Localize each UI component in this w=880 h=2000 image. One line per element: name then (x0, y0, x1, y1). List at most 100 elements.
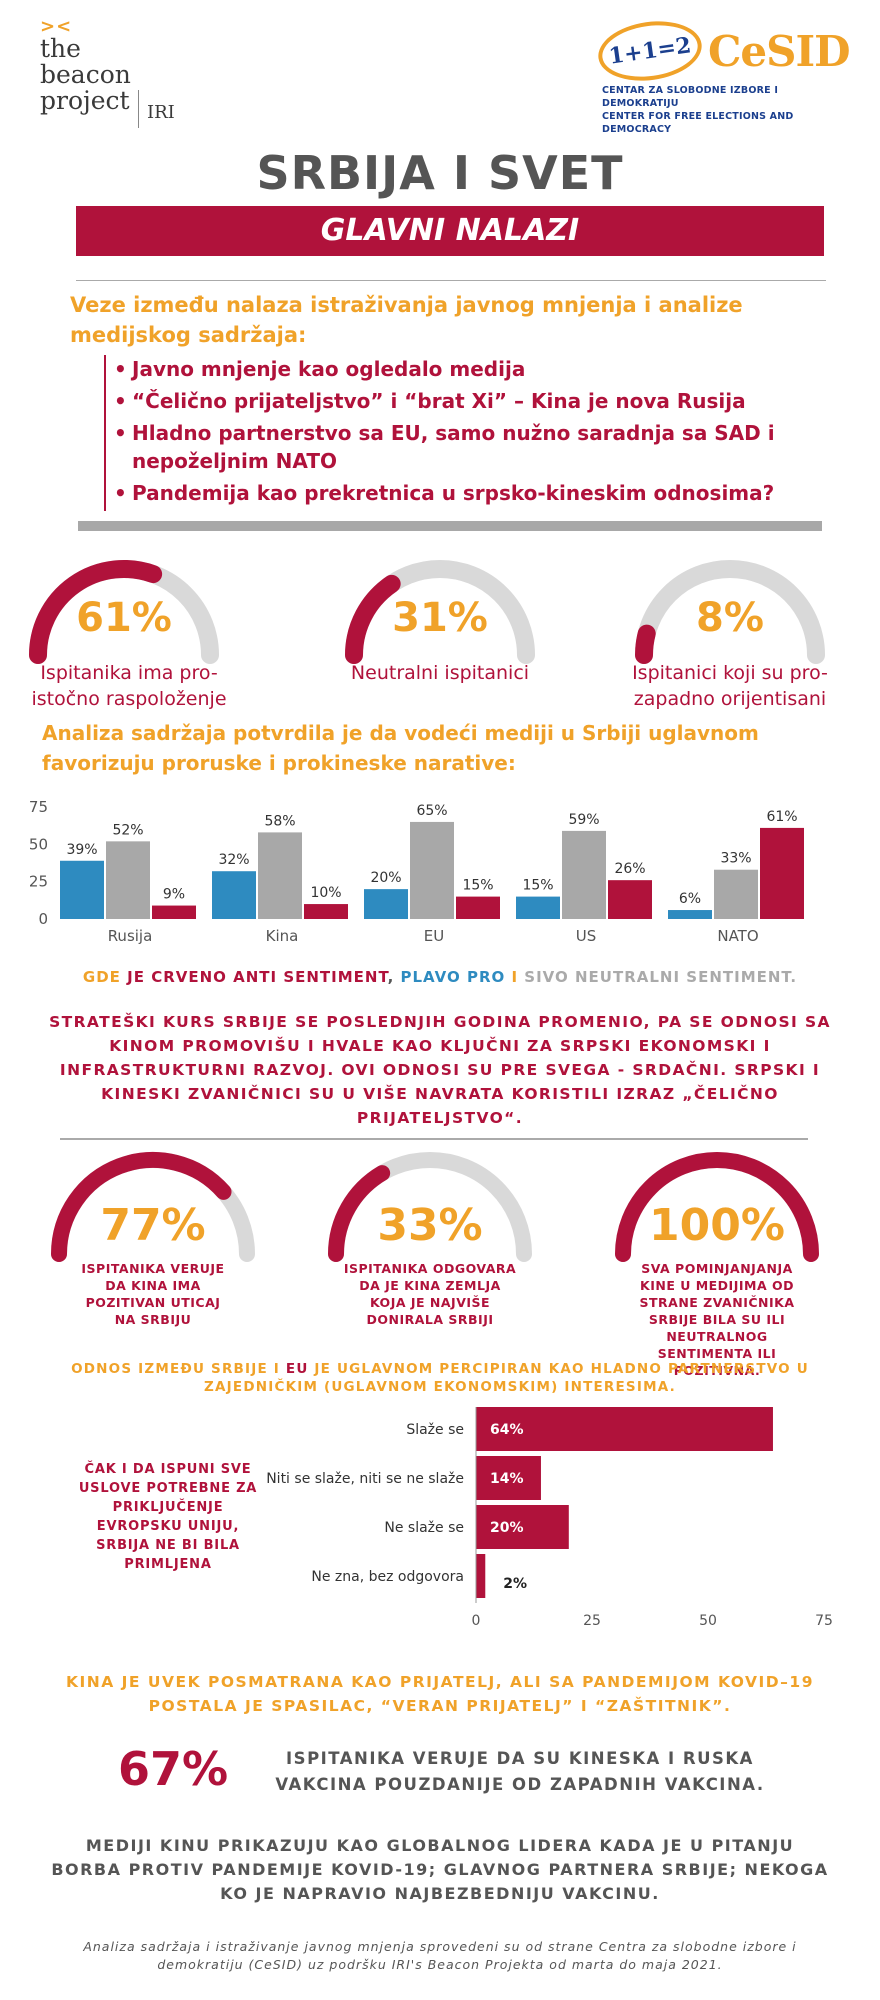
footer-note: Analiza sadržaja i istraživanje javnog m… (83, 1939, 797, 1972)
gauge-pro-west: 8% (630, 555, 830, 665)
divider (60, 1138, 808, 1140)
y-tick-label: 75 (30, 798, 48, 816)
legend-text: GDE (82, 968, 128, 986)
analysis-text: Analiza sadržaja potvrdila je da vodeći … (42, 721, 759, 775)
subtitle-banner: GLAVNI NALAZI (76, 206, 824, 256)
bar-data-label: 58% (264, 813, 295, 829)
legend-text: , (387, 968, 401, 986)
bar-data-label: 52% (112, 822, 143, 838)
cesid-name: CeSID (708, 26, 851, 76)
bar (608, 880, 652, 919)
bar (516, 896, 560, 919)
gauge-fill (51, 1152, 232, 1262)
y-category-label: Ne slaže se (384, 1520, 464, 1536)
y-tick-label: 0 (38, 910, 48, 928)
vaccine-text: ISPITANIKA VERUJE DA SU KINESKA I RUSKA … (275, 1749, 765, 1794)
bar (476, 1407, 773, 1451)
odnos-text: JE UGLAVNOM PERCIPIRAN KAO HLADNO PARTNE… (204, 1361, 809, 1395)
bar (714, 869, 758, 919)
cesid-logo: 1+1=2 CeSID CENTAR ZA SLOBODNE IZBORE I … (594, 15, 858, 136)
bar-data-label: 26% (614, 861, 645, 877)
gauge-percent: 100% (649, 1200, 785, 1251)
x-category-label: EU (424, 927, 444, 945)
bar-data-label: 2% (503, 1576, 527, 1592)
gauge-percent: 8% (696, 595, 764, 641)
gauge-china-donor: 33% (325, 1150, 535, 1262)
bar (258, 832, 302, 919)
divider (76, 280, 826, 281)
x-tick-label: 75 (815, 1613, 833, 1629)
bar-data-label: 59% (568, 812, 599, 828)
gauge-percent: 77% (100, 1200, 206, 1251)
bar (410, 821, 454, 919)
legend-text: I (505, 968, 525, 986)
bar-data-label: 20% (370, 870, 401, 886)
bar-data-label: 14% (490, 1471, 524, 1487)
cesid-subtitle-en: CENTER FOR FREE ELECTIONS AND DEMOCRACY (602, 111, 794, 135)
y-category-label: Slaže se (406, 1422, 464, 1438)
bar (106, 841, 150, 919)
bar-data-label: 65% (416, 803, 447, 819)
gauge-fill (29, 560, 163, 664)
gauge-track (635, 560, 825, 664)
beacon-marks: >< (40, 16, 73, 37)
bar-data-label: 33% (720, 851, 751, 867)
list-item: “Čelično prijateljstvo” i “brat Xi” – Ki… (114, 387, 834, 415)
x-tick-label: 50 (699, 1613, 717, 1629)
gauge-caption: Neutralni ispitanici (350, 662, 530, 684)
beacon-word-1: the (40, 34, 81, 63)
gauge-percent: 31% (392, 595, 488, 641)
bar (212, 871, 256, 919)
eu-question-text: ČAK I DA ISPUNI SVE USLOVE POTREBNE ZA P… (78, 1462, 258, 1572)
bar-data-label: 20% (490, 1520, 524, 1536)
bar-data-label: 32% (218, 852, 249, 868)
eu-accession-chart: Slaže se 64% Niti se slaže, niti se ne sla… (266, 1407, 833, 1629)
beacon-project-logo: >< the beacon project (40, 18, 200, 114)
iri-text: IRI (147, 102, 175, 123)
bar (760, 827, 804, 919)
beacon-word-3: project (40, 86, 130, 115)
legend-blue: PLAVO PRO (400, 968, 506, 986)
x-tick-label: 25 (583, 1613, 601, 1629)
y-category-label: Ne zna, bez odgovora (311, 1569, 464, 1585)
bar-data-label: 10% (310, 885, 341, 901)
list-item: Pandemija kao prekretnica u srpsko-kines… (114, 479, 834, 507)
x-category-label: Rusija (108, 927, 153, 945)
gauge-fill (345, 574, 401, 664)
cesid-subtitle-sr: CENTAR ZA SLOBODNE IZBORE I DEMOKRATIJU (602, 85, 779, 109)
bar (562, 830, 606, 919)
gauge-fill (328, 1165, 391, 1262)
bar (304, 904, 348, 919)
gauge-caption: ISPITANIKA VERUJE DA KINA IMA POZITIVAN … (81, 1261, 225, 1327)
bar (456, 896, 500, 919)
beacon-word-2: beacon (40, 60, 131, 89)
section-divider (78, 521, 822, 531)
gauge-pro-east: 61% (24, 555, 224, 665)
list-item: Hladno partnerstvo sa EU, samo nužno sar… (114, 419, 834, 475)
bar (668, 910, 712, 919)
bar-data-label: 15% (522, 878, 553, 894)
bar-data-label: 39% (66, 842, 97, 858)
legend-gray: SIVO NEUTRALNI SENTIMENT. (524, 968, 798, 986)
page-title: SRBIJA I SVET (256, 146, 624, 200)
gauge-caption: SVA POMINJANJANJA KINE U MEDIJIMA OD STR… (639, 1261, 795, 1378)
gauge-china-positive: 77% (48, 1150, 258, 1262)
bar-data-label: 61% (766, 809, 797, 825)
odnos-eu: EU (285, 1361, 309, 1377)
media-china-text: MEDIJI KINU PRIKAZUJU KAO GLOBALNOG LIDE… (51, 1836, 829, 1903)
gauge-neutral: 31% (340, 555, 540, 665)
strategic-text: STRATEŠKI KURS SRBIJE SE POSLEDNJIH GODI… (49, 1013, 831, 1127)
media-sentiment-chart: 0 25 50 75 39% 52% 9% Rusija 32% 58% 10% Kina 20% 65%… (30, 798, 804, 945)
x-tick-label: 0 (472, 1613, 481, 1629)
x-category-label: Kina (266, 927, 299, 945)
gauge-percent: 33% (377, 1200, 483, 1251)
bar-data-label: 6% (679, 891, 701, 907)
china-covid-text: KINA JE UVEK POSMATRANA KAO PRIJATELJ, A… (66, 1673, 814, 1715)
y-category-label: Niti se slaže, niti se ne slaže (266, 1471, 464, 1487)
y-tick-label: 50 (30, 835, 48, 853)
bar (476, 1505, 569, 1549)
gauge-caption: ISPITANIKA ODGOVARA DA JE KINA ZEMLJA KO… (343, 1261, 517, 1327)
eu-relation-text: ODNOS IZMEĐU SRBIJE I EU JE UGLAVNOM PER… (40, 1360, 840, 1396)
vaccine-percent: 67% (118, 1742, 229, 1796)
x-category-label: US (576, 927, 597, 945)
